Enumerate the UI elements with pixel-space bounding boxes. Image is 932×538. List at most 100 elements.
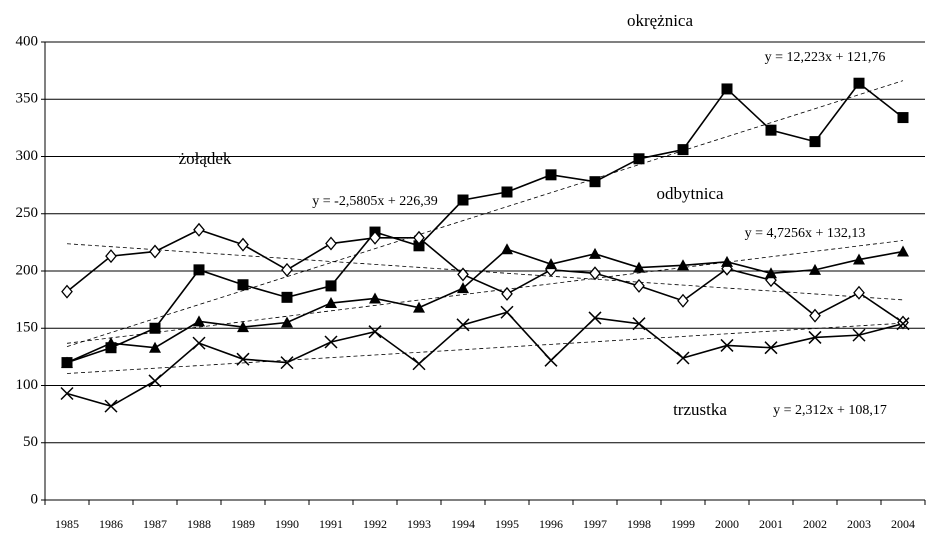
series-label: okrężnica (627, 11, 694, 30)
marker (589, 247, 601, 259)
marker (457, 282, 469, 294)
x-tick-label: 1994 (451, 517, 475, 531)
x-tick-label: 2003 (847, 517, 871, 531)
marker (501, 286, 513, 301)
x-tick-label: 1985 (55, 517, 79, 531)
y-tick-label: 300 (16, 148, 39, 164)
series-line (66, 228, 904, 324)
marker (677, 144, 689, 156)
y-tick-label: 0 (31, 491, 39, 507)
trend-line (66, 80, 904, 347)
marker (545, 258, 557, 270)
marker (237, 321, 249, 333)
marker (193, 315, 205, 327)
trend-line (66, 240, 904, 344)
marker (104, 399, 118, 413)
series-label: trzustka (673, 400, 727, 419)
marker (192, 336, 206, 350)
x-tick-label: 2004 (891, 517, 915, 531)
marker (853, 253, 865, 265)
marker (764, 341, 778, 355)
series-line (66, 311, 904, 407)
x-tick-label: 2000 (715, 517, 739, 531)
marker (237, 237, 249, 252)
x-tick-label: 1998 (627, 517, 651, 531)
marker (193, 222, 205, 237)
marker (281, 262, 293, 277)
x-tick-label: 1992 (363, 517, 387, 531)
marker (721, 255, 733, 267)
marker (588, 311, 602, 325)
y-tick-label: 200 (16, 262, 39, 278)
marker (632, 317, 646, 331)
x-tick-label: 1997 (583, 517, 607, 531)
x-tick-label: 1989 (231, 517, 255, 531)
trend-equation: y = 2,312x + 108,17 (773, 403, 887, 418)
marker (853, 285, 865, 300)
x-tick-label: 1996 (539, 517, 563, 531)
trend-equation: y = 12,223x + 121,76 (765, 50, 886, 65)
marker (325, 280, 337, 292)
marker (633, 261, 645, 273)
x-tick-label: 1991 (319, 517, 343, 531)
marker (149, 341, 161, 353)
marker (236, 352, 250, 366)
marker (413, 230, 425, 245)
marker (676, 351, 690, 365)
marker (633, 153, 645, 165)
x-tick-label: 1995 (495, 517, 519, 531)
marker (677, 293, 689, 308)
marker (589, 176, 601, 188)
x-tick-label: 1988 (187, 517, 211, 531)
marker (457, 267, 469, 282)
x-tick-label: 1990 (275, 517, 299, 531)
marker (149, 244, 161, 259)
marker (281, 316, 293, 328)
x-tick-label: 2001 (759, 517, 783, 531)
marker (61, 356, 73, 368)
marker (61, 284, 73, 299)
y-tick-label: 400 (16, 33, 39, 49)
marker (544, 353, 558, 367)
marker (897, 245, 909, 257)
y-tick-label: 250 (16, 205, 39, 221)
x-tick-label: 1987 (143, 517, 167, 531)
marker (369, 230, 381, 245)
marker (809, 263, 821, 275)
marker (677, 259, 689, 271)
marker (149, 322, 161, 334)
marker (500, 305, 514, 319)
marker (589, 266, 601, 281)
marker (852, 328, 866, 342)
marker (896, 317, 910, 331)
marker (280, 356, 294, 370)
marker (720, 338, 734, 352)
marker (281, 291, 293, 303)
marker (413, 240, 425, 252)
y-tick-label: 100 (16, 377, 39, 393)
marker (325, 297, 337, 309)
marker (897, 112, 909, 124)
x-tick-label: 1986 (99, 517, 123, 531)
x-tick-label: 1993 (407, 517, 431, 531)
trend-equation: y = -2,5805x + 226,39 (312, 194, 437, 209)
marker (501, 186, 513, 198)
marker (368, 325, 382, 339)
marker (765, 124, 777, 136)
series-line (66, 82, 904, 364)
marker (765, 267, 777, 279)
trend-equation: y = 4,7256x + 132,13 (745, 226, 866, 241)
marker (545, 169, 557, 181)
x-tick-label: 2002 (803, 517, 827, 531)
y-tick-label: 50 (23, 434, 38, 450)
marker (60, 386, 74, 401)
marker (324, 335, 338, 349)
y-tick-label: 350 (16, 91, 39, 107)
marker (148, 374, 162, 388)
marker (412, 357, 426, 371)
marker (721, 83, 733, 95)
marker (853, 77, 865, 89)
series-label: odbytnica (656, 184, 723, 203)
marker (808, 330, 822, 344)
